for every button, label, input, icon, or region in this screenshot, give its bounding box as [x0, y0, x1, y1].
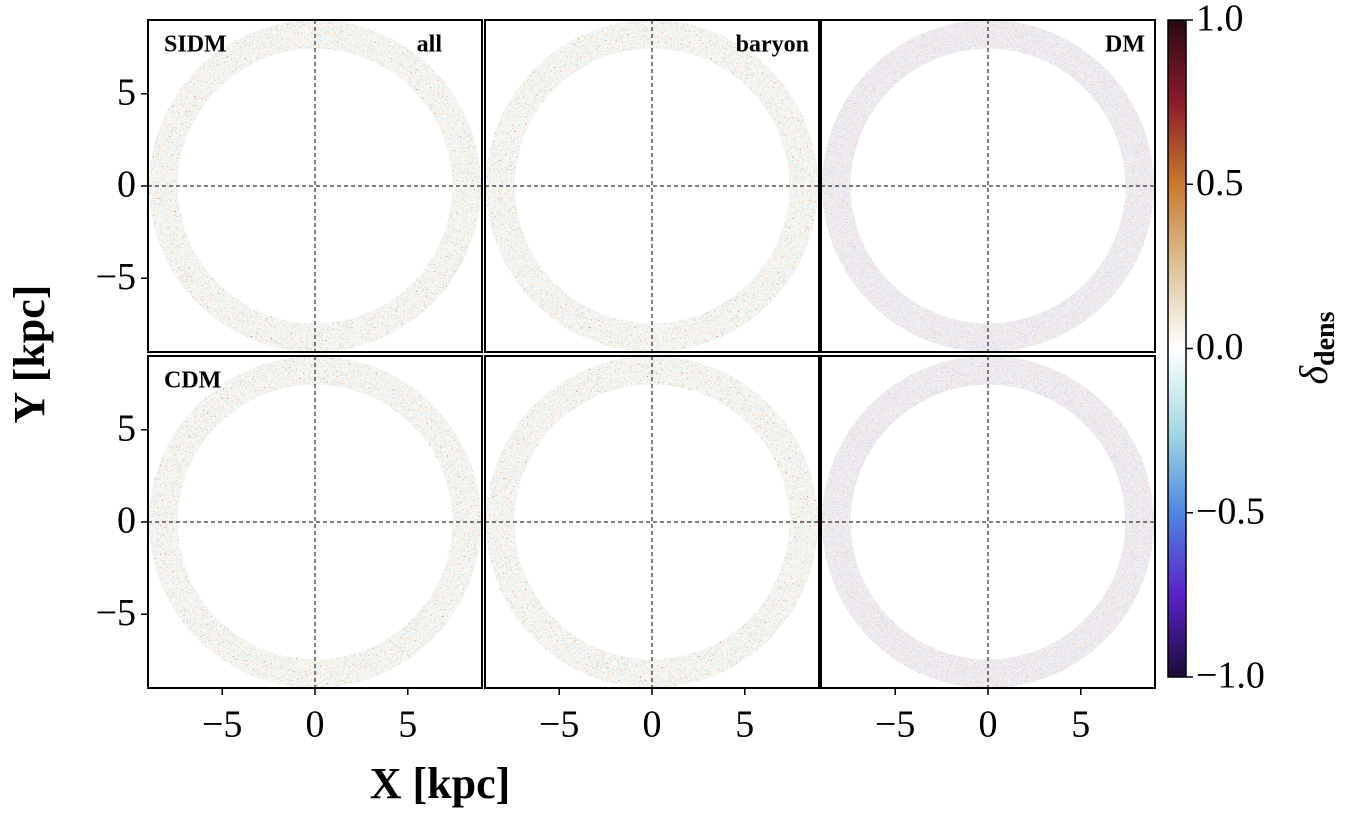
panel [485, 20, 819, 352]
colorbar-label: δdens [1291, 311, 1341, 384]
x-tick-label: 0 [643, 704, 662, 746]
colorbar-label-symbol: δ [1291, 365, 1336, 385]
panel-frame [820, 19, 1156, 353]
panel [821, 20, 1155, 352]
y-tick-label: 5 [117, 407, 136, 449]
x-tick-label: −5 [202, 704, 242, 746]
panel [148, 20, 482, 352]
panel [485, 356, 819, 688]
x-tick-label: 5 [1071, 704, 1090, 746]
colorbar-tick-label: −0.5 [1196, 490, 1265, 532]
y-axis-label: Y [kpc] [5, 285, 54, 424]
x-tick-label: 5 [735, 704, 754, 746]
y-tick-label: 0 [117, 164, 136, 206]
x-tick-label: −5 [539, 704, 579, 746]
x-tick-label: −5 [875, 704, 915, 746]
panel-label: SIDM [164, 32, 227, 58]
panel-label: DM [1105, 32, 1145, 58]
y-tick-label: 5 [117, 71, 136, 113]
colorbar-tick-label: 0.0 [1196, 326, 1244, 368]
x-tick-label: 0 [306, 704, 325, 746]
panel-label: baryon [736, 32, 809, 58]
panel [148, 356, 482, 688]
panel-frame [484, 19, 820, 353]
x-tick-label: 5 [398, 704, 417, 746]
y-tick-label: −5 [96, 592, 136, 634]
colorbar-tick-label: 1.0 [1196, 0, 1244, 40]
colorbar-tick-label: −1.0 [1196, 655, 1265, 697]
x-axis-label: X [kpc] [370, 759, 511, 808]
colorbar-tick-label: 0.5 [1196, 162, 1244, 204]
panel-label: CDM [164, 368, 221, 394]
panel [821, 356, 1155, 688]
panel-label: all [417, 32, 443, 58]
colorbar-label-subscript: dens [1310, 311, 1341, 366]
y-tick-label: −5 [96, 256, 136, 298]
colorbar [1167, 19, 1187, 678]
x-tick-label: 0 [979, 704, 998, 746]
y-tick-label: 0 [117, 500, 136, 542]
